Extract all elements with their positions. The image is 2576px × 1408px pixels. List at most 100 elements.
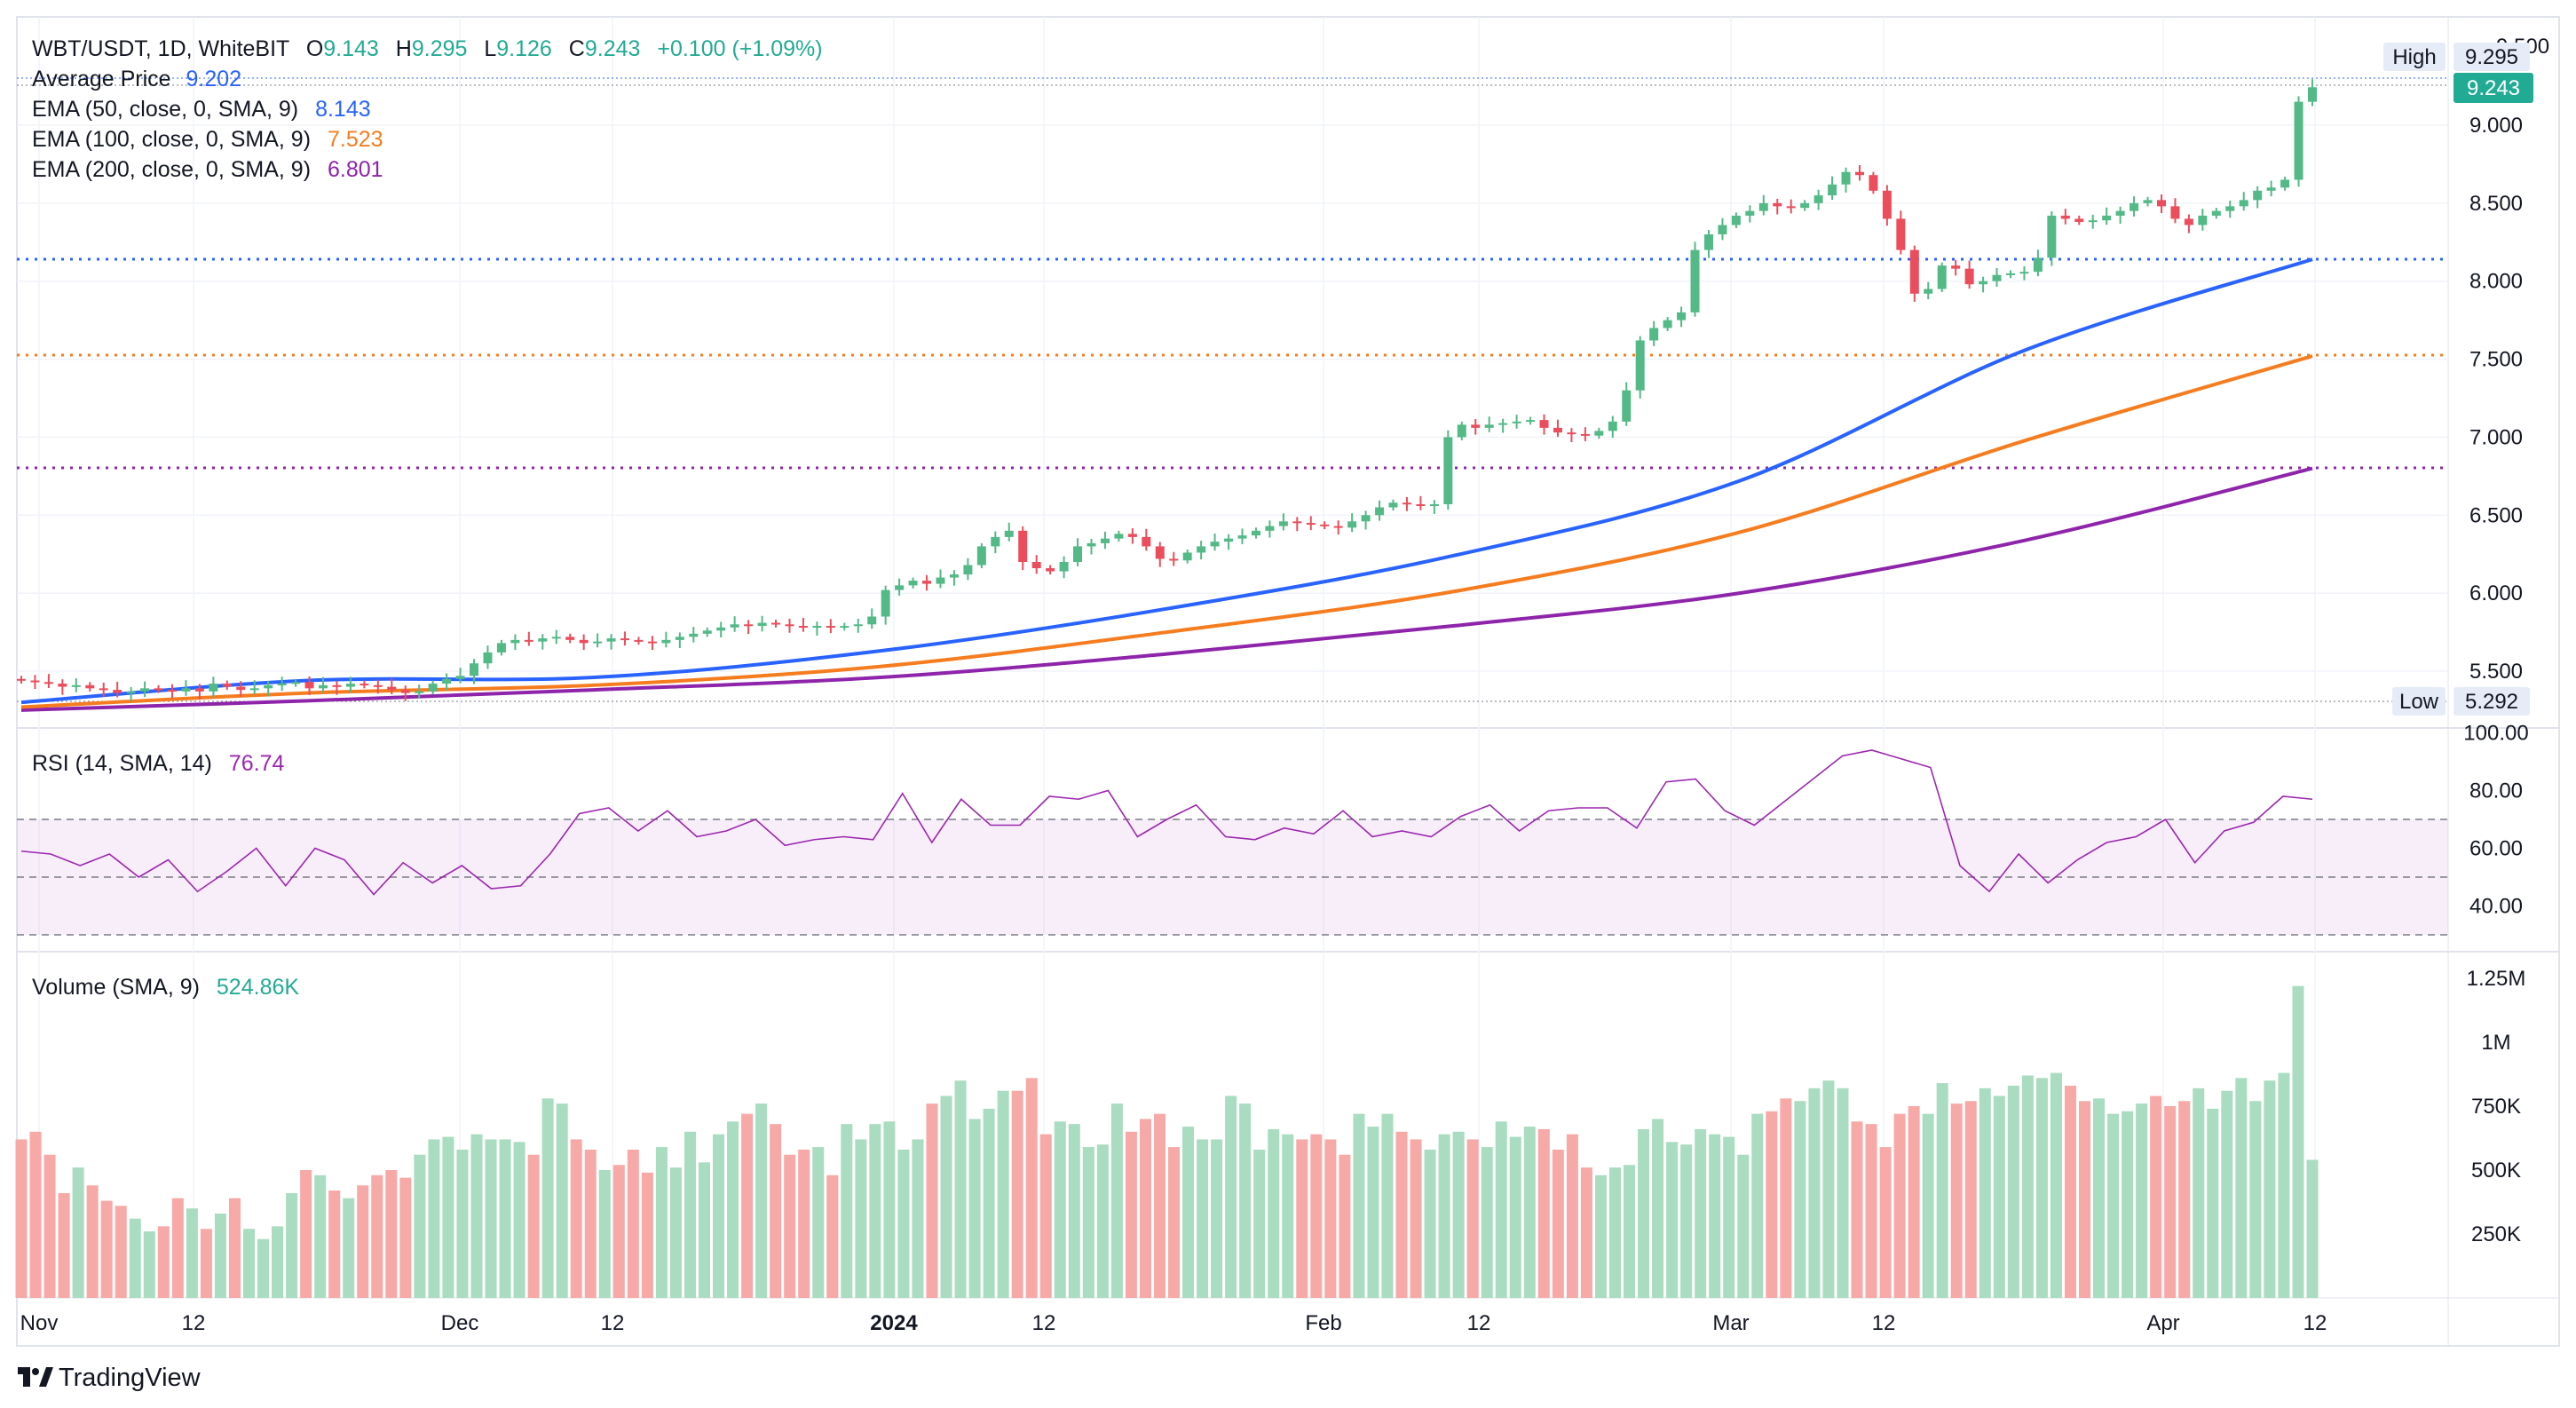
volume-tick-label: 1.25M: [2467, 967, 2526, 991]
candle-body: [1828, 184, 1837, 196]
volume-tick-label: 250K: [2471, 1222, 2521, 1246]
candle-body: [963, 565, 973, 575]
candle-body: [1690, 249, 1700, 312]
volume-bar: [968, 1119, 981, 1298]
volume-bar: [1638, 1128, 1650, 1298]
volume-bar: [940, 1096, 952, 1298]
candle-body: [1127, 534, 1137, 537]
candle-body: [2266, 187, 2276, 191]
candle-body: [1745, 210, 1755, 216]
volume-axis[interactable]: 1.25M 1M 750K 500K 250K: [2467, 967, 2526, 1246]
time-tick-label: Mar: [1712, 1311, 1749, 1335]
volume-bar: [627, 1149, 639, 1298]
candle-body: [2239, 200, 2248, 207]
volume-bar: [570, 1139, 582, 1298]
volume-bar: [741, 1113, 754, 1298]
price-axis[interactable]: 9.500 9.0008.5008.0007.5007.0006.5006.00…: [2469, 35, 2549, 684]
candle-body: [771, 622, 781, 625]
candle-body: [1512, 421, 1521, 423]
volume-bar: [1139, 1119, 1151, 1298]
candle-body: [58, 684, 67, 687]
volume-bar: [1893, 1113, 1906, 1298]
volume-bar: [1424, 1149, 1436, 1298]
time-axis[interactable]: Nov 12 Dec 12 2024 12 Feb 12 Mar 12 Apr 12: [20, 1311, 2327, 1335]
volume-bar: [171, 1198, 184, 1298]
candle-body: [1909, 249, 1919, 294]
candle-body: [1114, 534, 1124, 539]
low-tag: Low 5.292: [2392, 687, 2530, 716]
volume-bar: [1096, 1144, 1109, 1298]
candle-body: [1813, 195, 1823, 203]
candle-body: [126, 691, 136, 693]
candle-body: [1635, 340, 1645, 391]
volume-bar: [1624, 1165, 1636, 1298]
tradingview-logo[interactable]: TradingView: [18, 1364, 201, 1392]
candle-body: [113, 690, 122, 693]
volume-tick-label: 750K: [2471, 1095, 2521, 1119]
volume-bar: [1068, 1124, 1080, 1298]
candle-body: [400, 690, 410, 693]
rsi-value: 76.74: [229, 751, 285, 776]
candle-body: [1265, 526, 1275, 531]
legend-avg: Average Price 9.202: [32, 67, 241, 91]
candle-body: [1773, 202, 1782, 207]
volume-bar: [770, 1124, 782, 1298]
candle-body: [922, 581, 932, 584]
candle-body: [1388, 502, 1398, 508]
volume-bar: [1766, 1111, 1778, 1298]
candle-body: [647, 641, 657, 644]
volume-bar: [1211, 1139, 1223, 1298]
volume-bar: [1936, 1083, 1948, 1298]
ema50-value: 8.143: [315, 97, 371, 122]
candle-body: [1155, 546, 1165, 559]
candle-body: [1758, 202, 1768, 211]
candle-body: [757, 622, 767, 627]
candle-body: [415, 691, 424, 693]
volume-bar: [1908, 1106, 1920, 1298]
time-tick-label: Nov: [20, 1311, 59, 1335]
ema200-label: EMA (200, close, 0, SMA, 9): [32, 157, 311, 182]
last-price-value: 9.243: [2467, 76, 2520, 100]
volume-bar: [1837, 1088, 1849, 1298]
candle-body: [1004, 530, 1014, 537]
candle-body: [1278, 521, 1288, 526]
volume-bar: [1552, 1149, 1564, 1298]
volume-bar: [2164, 1106, 2177, 1298]
candle-body: [140, 688, 150, 692]
candle-body: [30, 680, 40, 683]
volume-bar: [300, 1170, 312, 1298]
candle-body: [2143, 200, 2153, 203]
candle-body: [249, 688, 259, 691]
volume-bar: [655, 1147, 668, 1298]
rsi-axis[interactable]: 100.00 80.00 60.00 40.00: [2463, 722, 2528, 919]
volume-bar: [1794, 1101, 1806, 1298]
volume-bar: [442, 1136, 454, 1298]
volume-bar: [612, 1165, 625, 1298]
time-tick-label: Apr: [2146, 1311, 2179, 1335]
volume-bar: [2107, 1113, 2120, 1298]
volume-bar: [897, 1149, 910, 1298]
volume-bar: [385, 1170, 398, 1298]
candle-body: [43, 682, 53, 684]
volume-bar: [399, 1177, 412, 1298]
volume-bar: [272, 1226, 284, 1298]
candle-body: [661, 639, 671, 644]
candle-body: [1471, 424, 1481, 428]
volume-bar: [1495, 1121, 1507, 1298]
volume-bar: [598, 1170, 611, 1298]
candle-body: [1087, 542, 1096, 547]
volume-bar: [1268, 1128, 1280, 1298]
volume-bar: [371, 1175, 383, 1298]
price-tick-label: 7.000: [2469, 425, 2523, 449]
volume-bar: [855, 1139, 867, 1298]
candle-body: [264, 684, 273, 689]
price-tick-label: 8.000: [2469, 270, 2523, 294]
candle-body: [1580, 433, 1590, 436]
rsi-tick-label: 80.00: [2469, 779, 2523, 803]
volume-bar: [912, 1139, 924, 1298]
volume-bar: [784, 1154, 796, 1298]
volume-bar: [1324, 1139, 1337, 1298]
volume-legend: Volume (SMA, 9) 524.86K: [32, 975, 299, 1000]
candle-body: [1142, 536, 1151, 547]
